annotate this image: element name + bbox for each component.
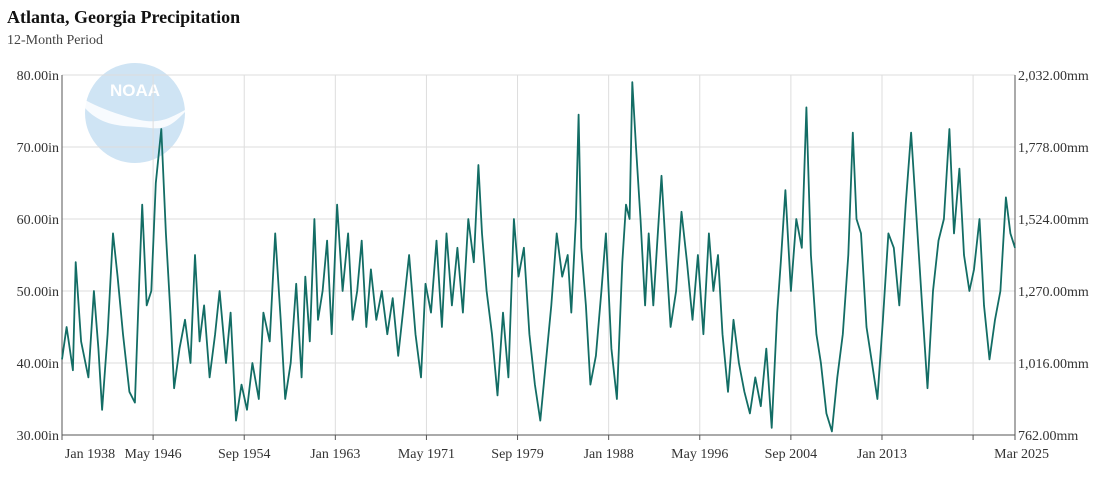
y-tick-label-right: 1,270.00mm <box>1018 285 1089 300</box>
y-tick-label-left: 60.00in <box>17 213 59 228</box>
y-tick-label-right: 1,778.00mm <box>1018 141 1089 156</box>
x-tick-label: Sep 2004 <box>765 447 818 462</box>
x-tick-label: Jan 2013 <box>857 447 907 462</box>
x-tick-label: Sep 1954 <box>218 447 271 462</box>
y-tick-label-right: 2,032.00mm <box>1018 69 1089 84</box>
chart-title: Atlanta, Georgia Precipitation <box>7 7 241 27</box>
x-tick-label: Mar 2025 <box>994 447 1049 462</box>
x-tick-label: Jan 1963 <box>310 447 360 462</box>
chart-subtitle: 12-Month Period <box>7 33 104 48</box>
series-layer <box>61 81 1016 433</box>
y-tick-label-left: 40.00in <box>17 357 59 372</box>
x-tick-label: Sep 1979 <box>491 447 544 462</box>
x-tick-label: May 1971 <box>398 447 455 462</box>
x-tick-label: May 1996 <box>671 447 728 462</box>
grid <box>61 74 1016 436</box>
precipitation-series-line <box>61 81 1016 433</box>
x-tick-label: May 1946 <box>125 447 182 462</box>
y-tick-label-left: 70.00in <box>17 141 59 156</box>
y-tick-label-right: 1,524.00mm <box>1018 213 1089 228</box>
y-tick-label-right: 1,016.00mm <box>1018 357 1089 372</box>
y-tick-label-left: 50.00in <box>17 285 59 300</box>
x-tick-label: Jan 1938 <box>65 447 115 462</box>
axes: 30.00in 762.00mm 40.00in 1,016.00mm 50.00in 1… <box>17 69 1089 462</box>
x-tick-label: Jan 1988 <box>584 447 634 462</box>
y-tick-label-left: 80.00in <box>17 69 59 84</box>
y-tick-label-right: 762.00mm <box>1018 429 1078 444</box>
noaa-logo: NOAA <box>85 63 185 163</box>
noaa-logo-wave <box>85 100 185 129</box>
noaa-logo-text: NOAA <box>110 81 160 100</box>
y-tick-label-left: 30.00in <box>17 429 59 444</box>
